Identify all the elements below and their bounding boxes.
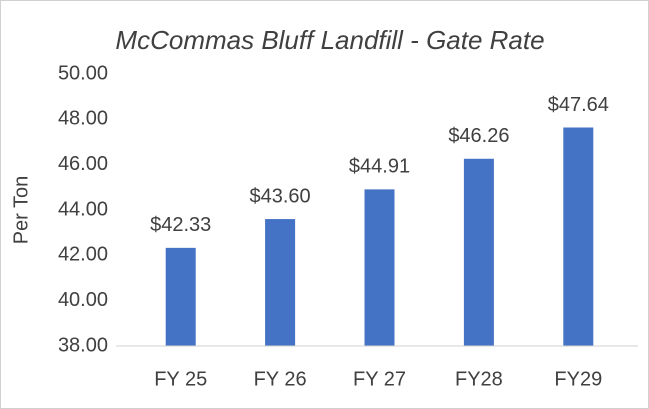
y-tick-label: 42.00 <box>58 244 108 266</box>
chart-title: McCommas Bluff Landfill - Gate Rate <box>115 25 544 55</box>
data-label: $42.33 <box>150 214 211 236</box>
y-tick-label: 44.00 <box>58 198 108 220</box>
bar <box>165 247 196 346</box>
x-tick-label: FY 26 <box>254 368 307 390</box>
y-axis-label: Per Ton <box>10 176 32 245</box>
x-tick-label: FY 27 <box>353 368 406 390</box>
bar <box>563 127 594 346</box>
bar <box>364 189 395 346</box>
y-tick-label: 38.00 <box>58 334 108 356</box>
y-tick-label: 46.00 <box>58 153 108 175</box>
y-tick-label: 48.00 <box>58 108 108 130</box>
data-label: $44.91 <box>349 156 410 178</box>
bar <box>463 158 494 346</box>
data-label: $46.26 <box>448 125 509 147</box>
data-label: $47.64 <box>548 94 609 116</box>
y-tick-label: 50.00 <box>58 62 108 84</box>
x-tick-label: FY28 <box>455 368 503 390</box>
data-label: $43.60 <box>250 185 311 207</box>
y-tick-label: 40.00 <box>58 289 108 311</box>
bar <box>265 219 296 346</box>
x-tick-label: FY 25 <box>154 368 207 390</box>
x-tick-label: FY29 <box>554 368 602 390</box>
